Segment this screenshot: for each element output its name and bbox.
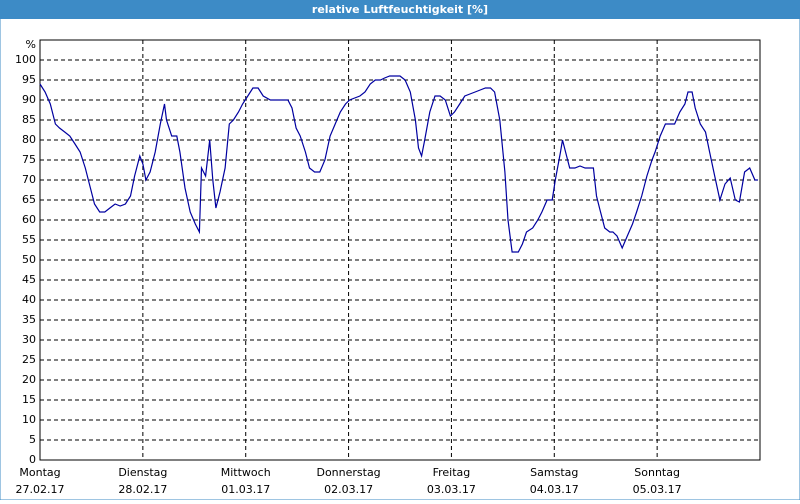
x-tick-label: Donnerstag — [316, 466, 380, 479]
x-tick-label: Montag — [19, 466, 60, 479]
y-tick-label: 40 — [22, 293, 36, 306]
chart-title: relative Luftfeuchtigkeit [%] — [312, 3, 488, 16]
y-tick-label: 70 — [22, 173, 36, 186]
y-tick-label: 30 — [22, 333, 36, 346]
x-tick-label: Samstag — [530, 466, 578, 479]
y-tick-label: 80 — [22, 133, 36, 146]
y-tick-label: 60 — [22, 213, 36, 226]
title-bar — [0, 0, 800, 19]
y-tick-label: 95 — [22, 73, 36, 86]
x-tick-date: 01.03.17 — [221, 483, 270, 496]
x-tick-date: 27.02.17 — [16, 483, 65, 496]
x-tick-date: 28.02.17 — [118, 483, 167, 496]
y-tick-label: 10 — [22, 413, 36, 426]
y-tick-label: 75 — [22, 153, 36, 166]
x-tick-date: 02.03.17 — [324, 483, 373, 496]
x-tick-label: Dienstag — [118, 466, 167, 479]
y-tick-label: 55 — [22, 233, 36, 246]
y-tick-label: 45 — [22, 273, 36, 286]
x-tick-label: Mittwoch — [221, 466, 271, 479]
x-tick-date: 04.03.17 — [530, 483, 579, 496]
y-tick-label: 5 — [29, 433, 36, 446]
data-line — [39, 75, 758, 253]
x-tick-date: 05.03.17 — [633, 483, 682, 496]
y-tick-label: 85 — [22, 113, 36, 126]
x-tick-date: 03.03.17 — [427, 483, 476, 496]
y-tick-label: 100 — [15, 53, 36, 66]
y-tick-label: 35 — [22, 313, 36, 326]
y-unit: % — [26, 38, 36, 51]
y-tick-label: 0 — [29, 453, 36, 466]
y-tick-label: 25 — [22, 353, 36, 366]
y-tick-label: 50 — [22, 253, 36, 266]
y-tick-label: 20 — [22, 373, 36, 386]
x-tick-label: Sonntag — [634, 466, 680, 479]
y-tick-label: 15 — [22, 393, 36, 406]
x-tick-label: Freitag — [433, 466, 471, 479]
y-tick-label: 65 — [22, 193, 36, 206]
y-tick-label: 90 — [22, 93, 36, 106]
